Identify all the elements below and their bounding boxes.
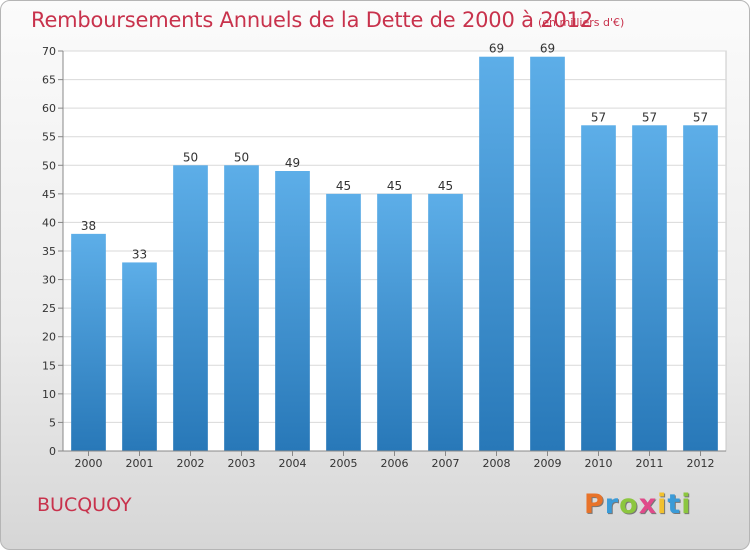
logo-letter: o xyxy=(619,489,639,520)
y-tick-label: 20 xyxy=(42,331,56,344)
bar-2002 xyxy=(173,165,208,452)
data-label-2006: 45 xyxy=(387,179,402,193)
data-label-2012: 57 xyxy=(693,110,708,124)
bar-2011 xyxy=(632,125,667,452)
bar-2000 xyxy=(71,233,106,451)
logo-letter: i xyxy=(681,489,692,520)
x-tick-label-2001: 2001 xyxy=(126,457,154,470)
y-tick-label: 25 xyxy=(42,302,56,315)
data-label-2009: 69 xyxy=(540,42,555,56)
x-tick-label-2012: 2012 xyxy=(687,457,715,470)
y-tick-label: 40 xyxy=(42,216,56,229)
y-tick-label: 15 xyxy=(42,359,56,372)
y-tick-label: 55 xyxy=(42,131,56,144)
data-label-2007: 45 xyxy=(438,179,453,193)
bar-2006 xyxy=(377,193,412,451)
bar-2003 xyxy=(224,165,259,452)
x-tick-label-2000: 2000 xyxy=(75,457,103,470)
logo-letter: i xyxy=(657,489,668,520)
x-tick-label-2004: 2004 xyxy=(279,457,307,470)
bar-2005 xyxy=(326,193,361,451)
data-label-2002: 50 xyxy=(183,150,198,164)
y-tick-label: 45 xyxy=(42,188,56,201)
y-tick-label: 70 xyxy=(42,45,56,58)
y-tick-label: 60 xyxy=(42,102,56,115)
bar-2009 xyxy=(530,56,565,451)
bar-2008 xyxy=(479,56,514,451)
bar-2004 xyxy=(275,171,310,451)
x-tick-label-2003: 2003 xyxy=(228,457,256,470)
x-tick-label-2011: 2011 xyxy=(636,457,664,470)
y-tick-label: 30 xyxy=(42,274,56,287)
y-tick-label: 65 xyxy=(42,74,56,87)
logo-letter: t xyxy=(667,489,682,520)
y-tick-label: 0 xyxy=(49,445,56,458)
data-label-2004: 49 xyxy=(285,156,300,170)
x-tick-label-2006: 2006 xyxy=(381,457,409,470)
y-tick-label: 5 xyxy=(49,416,56,429)
y-tick-label: 10 xyxy=(42,388,56,401)
data-label-2008: 69 xyxy=(489,42,504,56)
bar-2012 xyxy=(683,125,718,452)
bar-2001 xyxy=(122,262,157,451)
x-tick-label-2002: 2002 xyxy=(177,457,205,470)
data-label-2000: 38 xyxy=(81,219,96,233)
data-label-2011: 57 xyxy=(642,110,657,124)
logo-letter: r xyxy=(604,489,620,520)
x-tick-label-2008: 2008 xyxy=(483,457,511,470)
y-tick-label: 50 xyxy=(42,159,56,172)
data-label-2010: 57 xyxy=(591,110,606,124)
proxiti-logo: Proxiti xyxy=(584,489,692,520)
y-tick-label: 35 xyxy=(42,245,56,258)
x-tick-label-2009: 2009 xyxy=(534,457,562,470)
bar-2007 xyxy=(428,193,463,451)
data-label-2003: 50 xyxy=(234,150,249,164)
bar-2010 xyxy=(581,125,616,452)
chart-title: Remboursements Annuels de la Dette de 20… xyxy=(31,8,593,32)
data-label-2001: 33 xyxy=(132,247,147,261)
x-tick-label-2005: 2005 xyxy=(330,457,358,470)
logo-letter: x xyxy=(638,489,658,520)
logo-letter: P xyxy=(584,489,605,520)
x-tick-label-2007: 2007 xyxy=(432,457,460,470)
chart-subtitle: (en milliers d'€) xyxy=(538,16,625,29)
x-tick-label-2010: 2010 xyxy=(585,457,613,470)
commune-name: BUCQUOY xyxy=(37,494,132,516)
data-label-2005: 45 xyxy=(336,179,351,193)
